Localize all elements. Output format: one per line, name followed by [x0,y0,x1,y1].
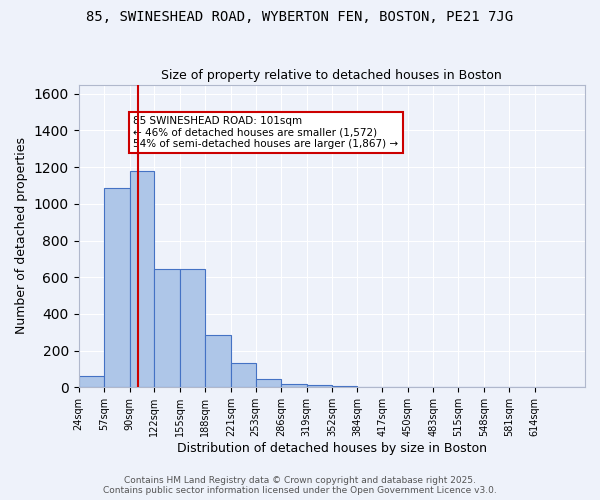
Bar [130,171,154,388]
Bar [281,384,307,388]
Bar [154,269,180,388]
X-axis label: Distribution of detached houses by size in Boston: Distribution of detached houses by size … [177,442,487,455]
Y-axis label: Number of detached properties: Number of detached properties [15,138,28,334]
Bar [256,379,281,388]
Text: 85 SWINESHEAD ROAD: 101sqm
← 46% of detached houses are smaller (1,572)
54% of s: 85 SWINESHEAD ROAD: 101sqm ← 46% of deta… [133,116,398,149]
Bar [307,384,332,388]
Bar [205,335,231,388]
Bar [104,188,130,388]
Text: Contains HM Land Registry data © Crown copyright and database right 2025.
Contai: Contains HM Land Registry data © Crown c… [103,476,497,495]
Bar [79,376,104,388]
Bar [231,364,256,388]
Text: 85, SWINESHEAD ROAD, WYBERTON FEN, BOSTON, PE21 7JG: 85, SWINESHEAD ROAD, WYBERTON FEN, BOSTO… [86,10,514,24]
Title: Size of property relative to detached houses in Boston: Size of property relative to detached ho… [161,69,502,82]
Bar [332,386,357,388]
Bar [180,269,205,388]
